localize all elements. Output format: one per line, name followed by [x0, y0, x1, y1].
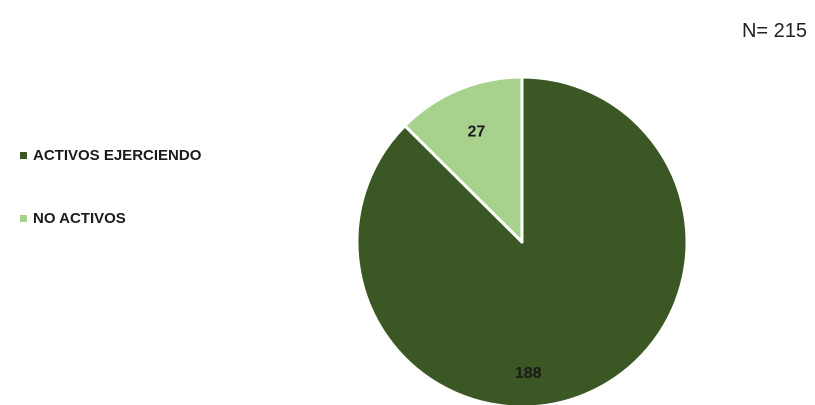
pie-slice-0 — [355, 75, 689, 405]
legend-item-no-activos: NO ACTIVOS — [20, 208, 201, 228]
legend-item-activos: ACTIVOS EJERCIENDO — [20, 145, 201, 165]
sample-size-label: N= 215 — [741, 20, 807, 42]
data-label-0: 188 — [515, 365, 542, 382]
legend-label-activos: ACTIVOS EJERCIENDO — [33, 146, 202, 164]
legend-label-no-activos: NO ACTIVOS — [33, 209, 126, 227]
legend-swatch-activos — [20, 151, 27, 159]
legend: ACTIVOS EJERCIENDO NO ACTIVOS — [20, 145, 201, 271]
pie-slice-1 — [403, 75, 524, 244]
data-label-1: 27 — [467, 124, 485, 141]
legend-swatch-no-activos — [20, 214, 27, 222]
